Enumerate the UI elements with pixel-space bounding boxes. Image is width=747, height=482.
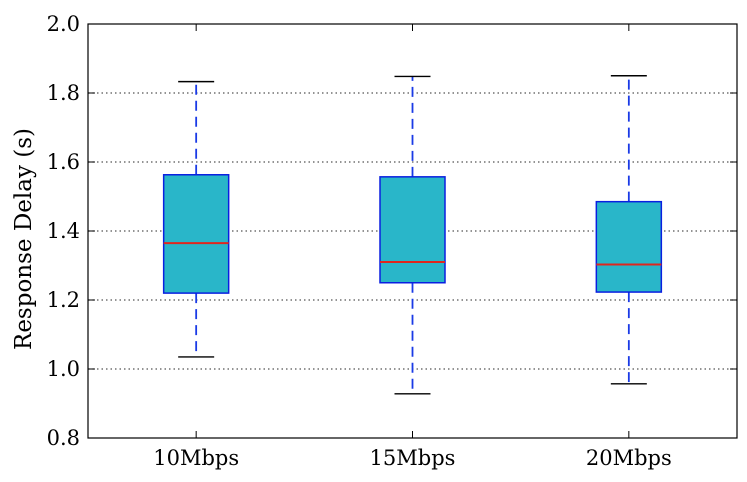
- y-axis-ticks: 0.8 1.0 1.2 1.4 1.6 1.8 2.0: [47, 12, 737, 450]
- x-tick-label: 10Mbps: [153, 446, 239, 470]
- iqr-box: [162, 174, 230, 294]
- x-tick-label: 20Mbps: [586, 446, 672, 470]
- y-tick-label: 1.6: [47, 150, 80, 174]
- box-15Mbps: [379, 75, 446, 395]
- y-tick-label: 1.0: [47, 357, 80, 381]
- x-axis-ticks: 10Mbps 15Mbps 20Mbps: [153, 24, 672, 470]
- iqr-box: [595, 200, 663, 293]
- box-20Mbps: [595, 75, 663, 385]
- y-tick-label: 1.2: [47, 288, 80, 312]
- box-10Mbps: [162, 80, 230, 358]
- y-tick-label: 1.8: [47, 81, 80, 105]
- y-tick-label: 0.8: [47, 426, 80, 450]
- iqr-box: [379, 176, 446, 284]
- y-axis-title: Response Delay (s): [11, 128, 37, 350]
- y-tick-label: 2.0: [47, 12, 80, 36]
- box-series: [162, 75, 663, 395]
- y-tick-label: 1.4: [47, 219, 80, 243]
- x-tick-label: 15Mbps: [370, 446, 456, 470]
